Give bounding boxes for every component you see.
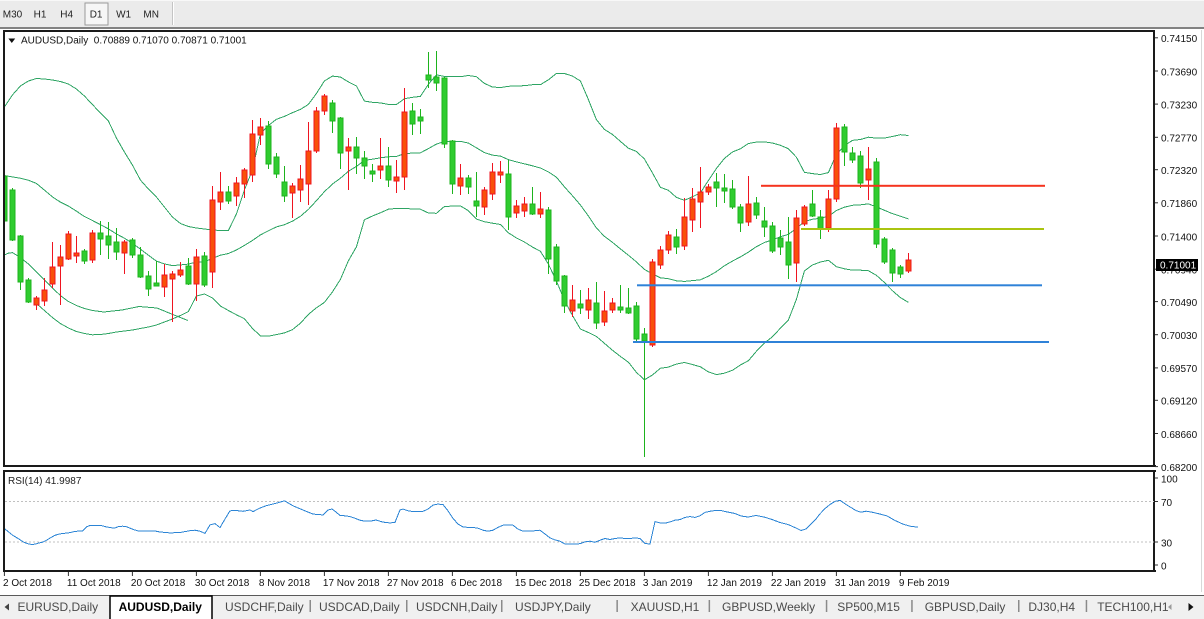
svg-text:8 Nov 2018: 8 Nov 2018 [259,578,311,589]
svg-text:31 Jan 2019: 31 Jan 2019 [835,578,890,589]
svg-text:0.71400: 0.71400 [1161,232,1198,243]
svg-text:RSI(14) 41.9987: RSI(14) 41.9987 [8,476,82,487]
svg-text:EURUSD,Daily: EURUSD,Daily [18,600,99,614]
svg-text:15 Dec 2018: 15 Dec 2018 [515,578,572,589]
svg-text:USDJPY,Daily: USDJPY,Daily [515,600,591,614]
svg-text:SP500,M15: SP500,M15 [837,600,900,614]
svg-text:0.73230: 0.73230 [1161,100,1198,111]
svg-text:GBPUSD,Daily: GBPUSD,Daily [925,600,1006,614]
svg-text:USDCHF,Daily: USDCHF,Daily [225,600,304,614]
svg-text:0.71001: 0.71001 [1160,261,1197,272]
svg-text:0.68660: 0.68660 [1161,430,1198,441]
svg-text:AUDUSD,Daily: AUDUSD,Daily [119,600,203,614]
svg-text:DJ30,H4: DJ30,H4 [1028,600,1075,614]
svg-text:0.74150: 0.74150 [1161,34,1198,45]
svg-text:0.69570: 0.69570 [1161,364,1198,375]
svg-text:H4: H4 [60,10,73,21]
svg-text:9 Feb 2019: 9 Feb 2019 [899,578,950,589]
svg-text:D1: D1 [90,10,103,21]
svg-text:0.72320: 0.72320 [1161,166,1198,177]
svg-text:3 Jan 2019: 3 Jan 2019 [643,578,693,589]
svg-text:0.68200: 0.68200 [1161,463,1198,474]
svg-text:22 Jan 2019: 22 Jan 2019 [771,578,826,589]
svg-text:27 Nov 2018: 27 Nov 2018 [387,578,444,589]
svg-text:0.70030: 0.70030 [1161,331,1198,342]
svg-text:AUDUSD,Daily 0.70889 0.71070: AUDUSD,Daily 0.70889 0.71070 0.70871 0.7… [21,36,247,47]
svg-text:0.72770: 0.72770 [1161,134,1198,145]
svg-text:2 Oct 2018: 2 Oct 2018 [3,578,52,589]
svg-text:20 Oct 2018: 20 Oct 2018 [131,578,186,589]
svg-text:TECH100,H1: TECH100,H1 [1097,600,1169,614]
svg-text:H1: H1 [34,10,47,21]
svg-text:12 Jan 2019: 12 Jan 2019 [707,578,762,589]
svg-text:0: 0 [1161,561,1167,572]
svg-text:W1: W1 [116,10,131,21]
svg-text:70: 70 [1161,498,1173,509]
svg-text:25 Dec 2018: 25 Dec 2018 [579,578,636,589]
svg-text:0.70490: 0.70490 [1161,298,1198,309]
svg-text:MN: MN [143,10,159,21]
svg-text:XAUUSD,H1: XAUUSD,H1 [631,600,700,614]
svg-text:30 Oct 2018: 30 Oct 2018 [195,578,250,589]
svg-text:0.69120: 0.69120 [1161,397,1198,408]
svg-text:M30: M30 [3,10,23,21]
svg-text:USDCAD,Daily: USDCAD,Daily [319,600,400,614]
svg-text:0.71860: 0.71860 [1161,199,1198,210]
svg-text:6 Dec 2018: 6 Dec 2018 [451,578,503,589]
svg-text:USDCNH,Daily: USDCNH,Daily [416,600,497,614]
svg-text:100: 100 [1161,474,1178,485]
svg-text:17 Nov 2018: 17 Nov 2018 [323,578,380,589]
svg-text:0.73690: 0.73690 [1161,67,1198,78]
svg-text:11 Oct 2018: 11 Oct 2018 [67,578,121,589]
svg-text:30: 30 [1161,538,1173,549]
svg-text:GBPUSD,Weekly: GBPUSD,Weekly [722,600,815,614]
